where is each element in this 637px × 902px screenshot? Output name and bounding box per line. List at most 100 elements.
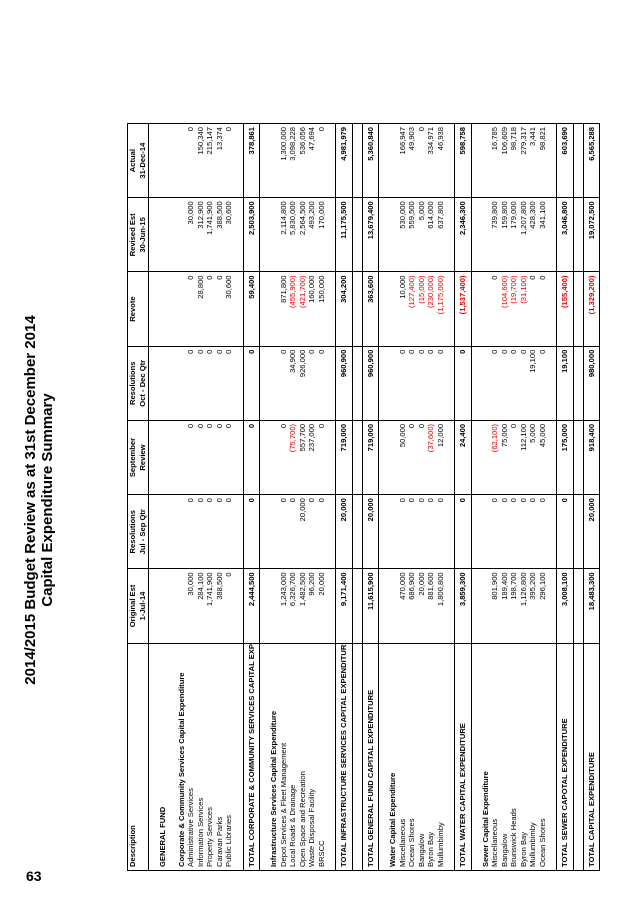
row-value: 3,859,300	[454, 568, 471, 644]
row-value: 960,900	[362, 346, 379, 421]
row-value	[269, 271, 279, 347]
row-value: 1,482,500	[297, 568, 307, 644]
row-value	[176, 568, 186, 644]
row-value: 614,000	[426, 197, 436, 272]
row-value: (230,000)	[426, 271, 436, 347]
row-value: 20,000	[362, 494, 379, 569]
row-value: 341,100	[537, 197, 547, 272]
row-value: 0	[528, 271, 538, 347]
row-value	[269, 346, 279, 421]
row-value	[388, 346, 398, 421]
row-value	[547, 197, 557, 272]
row-value: (1,175,000)	[435, 271, 445, 347]
row-value	[471, 197, 481, 272]
column-header: Actual 31-Dec-14	[127, 123, 149, 198]
title-line-1: 2014/2015 Budget Review as at 31st Decem…	[22, 315, 39, 685]
row-value: 0	[407, 346, 417, 421]
row-value	[480, 420, 490, 495]
row-value	[352, 197, 362, 272]
column-header-line	[138, 647, 148, 867]
row-value: 20,000	[416, 568, 426, 644]
row-value	[158, 271, 168, 347]
table-row: TOTAL WATER CAPITAL EXPENDITURE 3,859,300…	[454, 123, 471, 871]
row-value	[445, 271, 455, 347]
row-description	[233, 643, 243, 871]
column-header-line: September	[128, 437, 137, 478]
row-value: 926,000	[297, 346, 307, 421]
row-value: 312,900	[195, 197, 205, 272]
row-value	[480, 568, 490, 644]
row-value: 0	[490, 346, 500, 421]
row-value: 428,300	[528, 197, 538, 272]
row-value	[233, 420, 243, 495]
row-description	[148, 643, 158, 871]
row-value	[547, 123, 557, 198]
row-value: 10,000	[397, 271, 407, 347]
row-value: 960,900	[335, 346, 352, 421]
table-row: Miscellaneous 801,900 0 (62,100) 0 0 739,800 16…	[490, 123, 500, 871]
row-value: 0	[195, 346, 205, 421]
row-value: 363,600	[362, 271, 379, 347]
row-value	[471, 271, 481, 347]
row-value: 0	[205, 494, 215, 569]
spacer-row	[167, 123, 177, 871]
row-value	[326, 494, 336, 569]
row-value	[167, 420, 177, 495]
row-value: 98,718	[509, 123, 519, 198]
row-value: 5,000	[416, 197, 426, 272]
row-value	[167, 123, 177, 198]
row-value: (37,600)	[426, 420, 436, 495]
page-title: 2014/2015 Budget Review as at 31st Decem…	[22, 119, 56, 881]
row-description: TOTAL CORPORATE & COMMUNITY SERVICES CAP…	[243, 643, 260, 871]
row-value	[259, 123, 269, 198]
row-value	[445, 568, 455, 644]
row-value	[233, 568, 243, 644]
row-value: 0	[490, 271, 500, 347]
spacer-row	[233, 123, 243, 871]
row-value: 5,000	[528, 420, 538, 495]
row-value	[378, 271, 388, 347]
row-value: 0	[205, 271, 215, 347]
row-value	[352, 123, 362, 198]
row-value	[573, 346, 583, 421]
row-value: 719,000	[335, 420, 352, 495]
row-value: 46,938	[435, 123, 445, 198]
row-description: TOTAL CAPITAL EXPENDITURE	[583, 643, 600, 871]
row-value: 0	[214, 494, 224, 569]
row-value	[148, 568, 158, 644]
row-value: 0	[224, 568, 234, 644]
table-row: Caravan Parks 388,500 0 0 0 0 388,500 13,374	[214, 123, 224, 871]
row-value	[445, 346, 455, 421]
row-value: 0	[316, 420, 326, 495]
row-description: Ocean Shores	[407, 643, 417, 871]
row-value	[352, 346, 362, 421]
row-value: 1,741,900	[205, 568, 215, 644]
row-value	[269, 420, 279, 495]
row-value: 0	[278, 420, 288, 495]
row-value	[547, 420, 557, 495]
row-description	[573, 643, 583, 871]
row-value	[445, 197, 455, 272]
row-value	[480, 197, 490, 272]
row-value	[148, 123, 158, 198]
row-value	[352, 271, 362, 347]
spacer-row	[148, 123, 158, 871]
row-value	[388, 420, 398, 495]
row-value	[573, 271, 583, 347]
row-value: 0	[214, 271, 224, 347]
row-value	[471, 123, 481, 198]
row-value	[480, 123, 490, 198]
row-value: 0	[243, 420, 260, 495]
table-row: Byron Bay 1,126,800 0 112,100 0 (31,100) 1,207…	[518, 123, 528, 871]
spacer-row	[547, 123, 557, 871]
row-value: 0	[186, 494, 196, 569]
row-value: 0	[416, 123, 426, 198]
row-value: 0	[205, 420, 215, 495]
row-value	[547, 568, 557, 644]
row-value: 13,679,400	[362, 197, 379, 272]
row-value: 0	[435, 346, 445, 421]
table-row: Brunswick Heads 198,700 0 0 0 (19,700) 179,000…	[509, 123, 519, 871]
row-value: 49,903	[407, 123, 417, 198]
row-description: Byron Bay	[518, 643, 528, 871]
table-row: Mullumbimby 395,200 0 5,000 19,100 0 428,300 3,…	[528, 123, 538, 871]
